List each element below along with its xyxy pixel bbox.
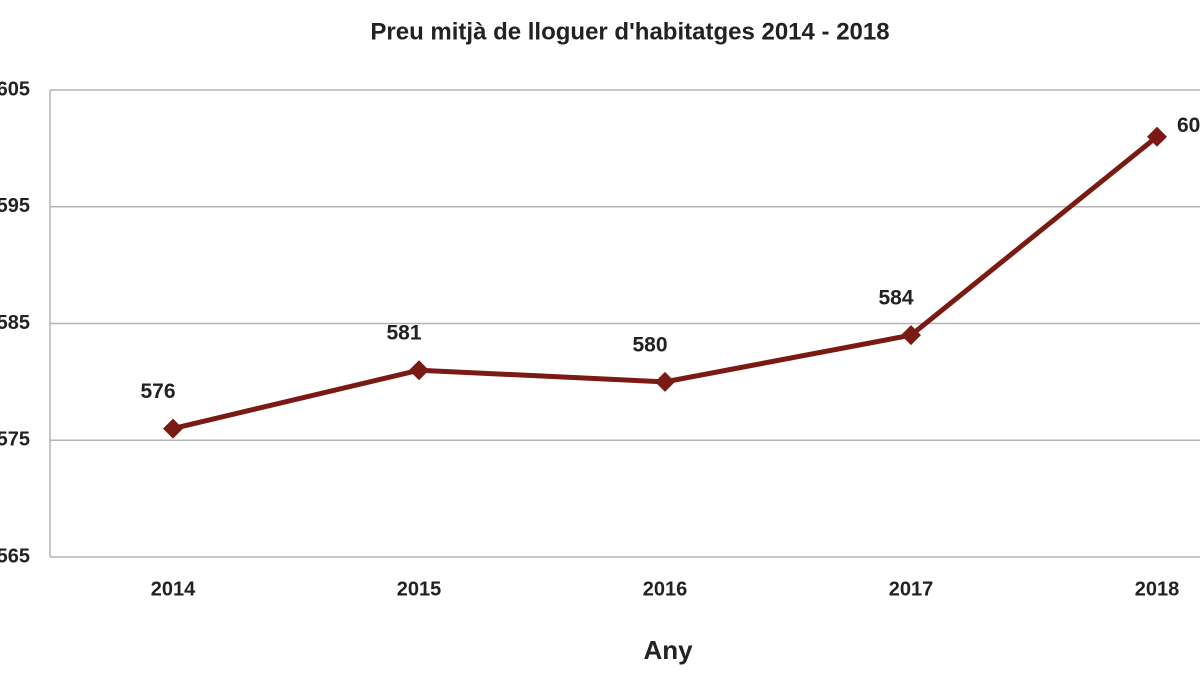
x-tick-label: 2016 xyxy=(643,578,688,600)
y-tick-label: 585 xyxy=(0,312,30,334)
data-label: 580 xyxy=(632,333,667,356)
x-axis-label: Any xyxy=(643,635,693,665)
marker xyxy=(655,371,675,392)
marker xyxy=(1147,126,1167,147)
y-tick-label: 565 xyxy=(0,545,30,567)
y-tick-label: 595 xyxy=(0,195,30,217)
data-label: 601 xyxy=(1177,114,1200,137)
x-tick-label: 2015 xyxy=(397,578,442,600)
y-tick-label: 575 xyxy=(0,429,30,451)
data-label: 581 xyxy=(386,322,421,345)
data-label: 584 xyxy=(878,287,913,310)
x-tick-label: 2017 xyxy=(889,578,934,600)
chart-title: Preu mitjà de lloguer d'habitatges 2014 … xyxy=(370,18,889,45)
y-tick-label: 605 xyxy=(0,78,30,100)
marker xyxy=(163,418,183,439)
x-tick-label: 2018 xyxy=(1135,578,1180,600)
x-tick-label: 2014 xyxy=(151,578,196,600)
data-label: 576 xyxy=(140,380,175,403)
marker xyxy=(901,325,921,346)
marker xyxy=(409,360,429,381)
